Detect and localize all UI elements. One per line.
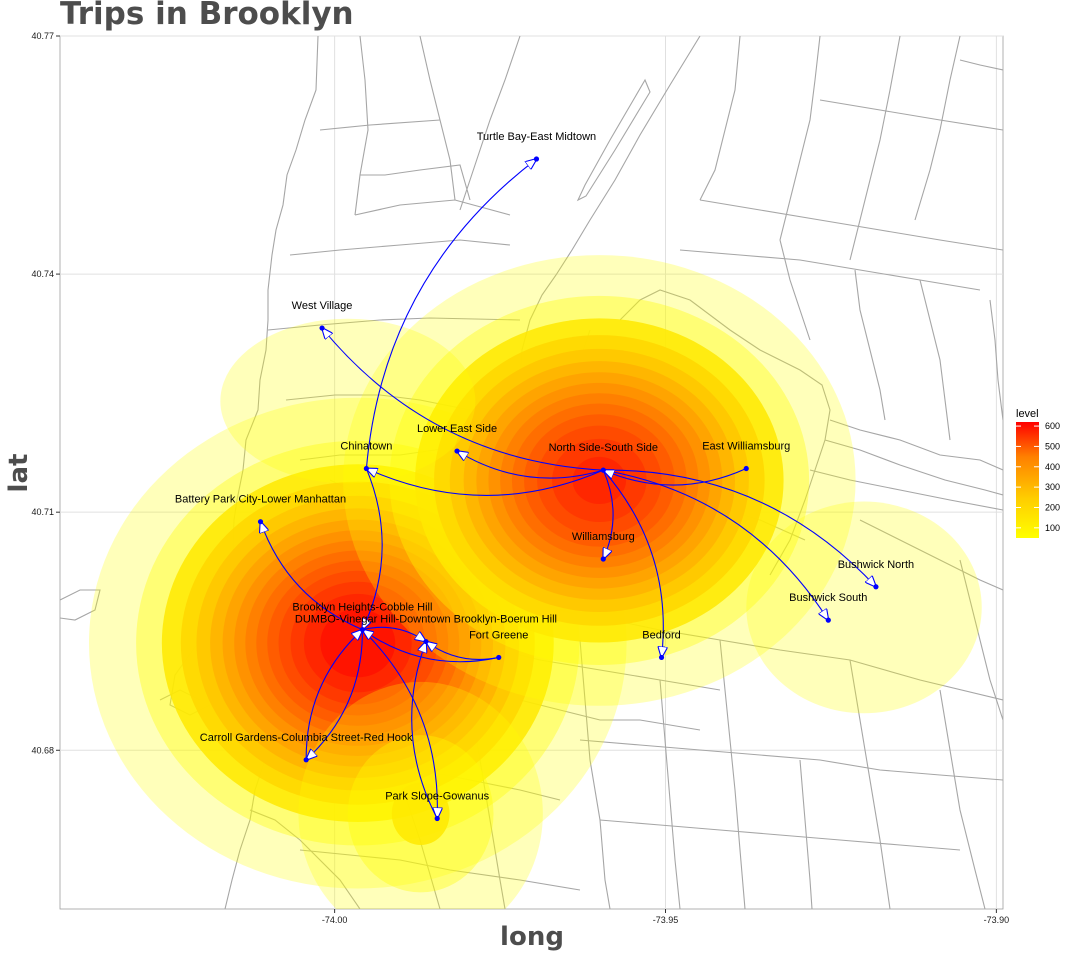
location-point [359,627,366,633]
trip-arrow [261,522,363,631]
location-label: Carroll Gardens-Columbia Street-Red Hook [200,732,413,744]
location-point [600,556,606,562]
location-label: Lower East Side [417,423,497,435]
density-band [391,782,450,845]
y-tick-label: 40.68 [31,745,54,755]
legend-tick-label: 200 [1045,502,1060,512]
location-point [873,584,879,590]
trip-arrow [426,642,499,660]
x-tick-label: -73.90 [984,915,1010,925]
density-contours [88,255,982,909]
trip-arrow [603,468,747,486]
location-point [363,465,369,472]
density-peak-2 [746,501,982,714]
trip-arrow [362,629,437,819]
trip-arrow [365,159,536,469]
location-label: Bushwick South [789,592,867,604]
x-tick-label: -74.00 [322,915,348,925]
location-point [434,815,440,822]
location-point [303,757,309,763]
trip-arrow [362,468,383,630]
density-band [220,318,476,484]
location-point [533,156,540,162]
trip-arrows [261,159,876,819]
density-band [746,501,982,714]
density-band [320,608,396,678]
location-label: Park Slope-Gowanus [385,791,489,803]
location-label: Turtle Bay-East Midtown [477,131,596,143]
trip-arrow [322,328,604,471]
location-label: Battery Park City-Lower Manhattan [175,494,346,506]
location-point [825,617,831,623]
y-tick-label: 40.71 [31,507,54,517]
legend-colorbar [1016,422,1039,538]
location-label: West Village [292,300,353,312]
trip-arrow [362,630,499,663]
density-band [572,456,627,504]
x-axis-title: long [500,922,564,952]
trip-arrow [411,642,438,819]
y-tick-label: 40.77 [31,31,54,41]
location-label: Williamsburg [572,531,635,543]
x-tick-label: -73.95 [653,915,679,925]
location-point [600,467,606,473]
chart-title: Trips in Brooklyn [60,0,354,32]
location-point [496,654,502,661]
legend: level 100 200 300 400 500 600 [1016,408,1060,538]
location-points [257,156,879,822]
legend-tick-label: 400 [1045,462,1060,472]
legend-tick-label: 100 [1045,523,1060,533]
location-label: North Side-South Side [549,442,658,454]
trip-arrow [305,630,362,760]
density-peak-3 [298,681,543,909]
y-tick-label: 40.74 [31,269,54,279]
axes: -74.00 -73.95 -73.90 40.68 40.71 40.74 40.77 [31,31,1009,925]
trip-arrow [603,469,876,587]
trip-arrow [306,629,363,760]
location-label: Bushwick North [838,559,914,571]
location-point [743,465,749,472]
trip-arrow [457,451,604,479]
legend-ticks: 100 200 300 400 500 600 [1016,421,1060,533]
legend-tick-label: 600 [1045,421,1060,431]
location-point [423,638,429,645]
grid-lines [60,35,1003,909]
location-labels: Turtle Bay-East Midtown West Village Lower… [175,131,914,803]
trip-arrow [602,469,663,657]
y-axis-title: lat [4,454,34,493]
location-label: Brooklyn Heights-Cobble Hill [292,602,432,614]
density-peak-1 [343,255,856,706]
location-label: Fort Greene [469,629,528,641]
location-label: East Williamsburg [702,441,790,453]
trip-arrow [366,469,604,496]
location-point [319,325,325,331]
location-label: DUMBO-Vinegar Hill-Downtown Brooklyn-Boe… [295,614,557,626]
location-label: Chinatown [340,441,392,453]
location-point [454,448,460,454]
location-point [257,519,264,525]
density-peak-4 [220,318,476,484]
location-point [658,654,665,661]
trip-arrow [603,469,828,620]
location-label: Bedford [642,629,681,641]
legend-tick-label: 500 [1045,441,1060,451]
legend-tick-label: 300 [1045,482,1060,492]
legend-title: level [1016,408,1039,420]
